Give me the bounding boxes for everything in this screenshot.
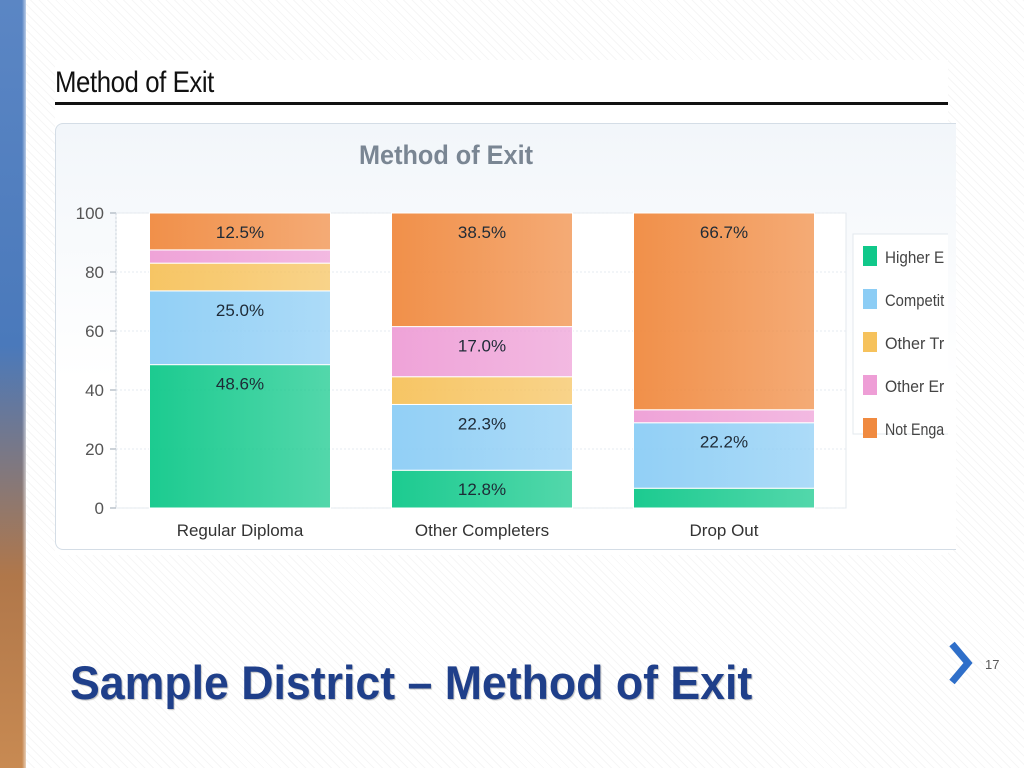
legend-label: Other Tr: [885, 334, 945, 353]
data-label: 66.7%: [700, 223, 748, 242]
bar-segment: [391, 376, 573, 405]
stacked-bar-chart: 0 20 40 60 80 100 Method of Exit 48.6% 25.0% 12.5…: [76, 140, 948, 540]
legend-swatch: [863, 418, 877, 438]
bar-segment: [149, 262, 331, 292]
bar-segment: [149, 364, 331, 509]
data-label: 48.6%: [216, 375, 264, 394]
y-tick-label: 0: [95, 499, 104, 518]
x-tick-label: Other Completers: [415, 521, 549, 540]
data-label: 22.2%: [700, 433, 748, 452]
chart-screenshot: Method of Exit 0 20 40 60 80 100 Method of Exi…: [55, 60, 956, 555]
legend-swatch: [863, 289, 877, 309]
data-label: 12.5%: [216, 223, 264, 242]
bar-segment: [633, 422, 815, 489]
legend-swatch: [863, 246, 877, 266]
legend-swatch: [863, 332, 877, 352]
legend-label: Competit: [885, 291, 944, 310]
data-label: 25.0%: [216, 301, 264, 320]
legend-label: Higher E: [885, 248, 944, 267]
bar-segment: [391, 469, 573, 509]
slide-title: Sample District – Method of Exit: [70, 656, 753, 709]
x-tick-label: Regular Diploma: [177, 521, 304, 540]
bar-segment: [633, 212, 815, 411]
bar-segment: [149, 212, 331, 251]
data-label: 38.5%: [458, 223, 506, 242]
legend-swatch: [863, 375, 877, 395]
page-number: 17: [985, 657, 1000, 672]
y-tick-label: 20: [85, 440, 104, 459]
bar-segment: [391, 403, 573, 471]
slide-side-bar: [0, 0, 26, 768]
bar-segment: [391, 212, 573, 328]
bar-segment: [633, 409, 815, 424]
heading-rule: [55, 102, 948, 105]
bar-segment: [633, 487, 815, 509]
y-tick-label: 80: [85, 263, 104, 282]
x-tick-label: Drop Out: [690, 521, 759, 540]
y-tick-label: 100: [76, 204, 104, 223]
legend-label: Other Er: [885, 377, 945, 396]
bar-segment: [149, 249, 331, 264]
chart-panel: 0 20 40 60 80 100 Method of Exit 48.6% 25.0% 12.5…: [55, 123, 956, 550]
data-label: 17.0%: [458, 337, 506, 356]
data-label: 12.8%: [458, 480, 506, 499]
data-label: 22.3%: [458, 414, 506, 433]
chevron-right-icon: [949, 641, 973, 685]
bar-segment: [391, 326, 573, 378]
y-tick-label: 60: [85, 322, 104, 341]
legend-label: Not Enga: [885, 420, 945, 439]
y-tick-label: 40: [85, 381, 104, 400]
screenshot-heading: Method of Exit: [55, 66, 214, 99]
bar-segment: [149, 290, 331, 366]
chart-title: Method of Exit: [359, 140, 533, 170]
